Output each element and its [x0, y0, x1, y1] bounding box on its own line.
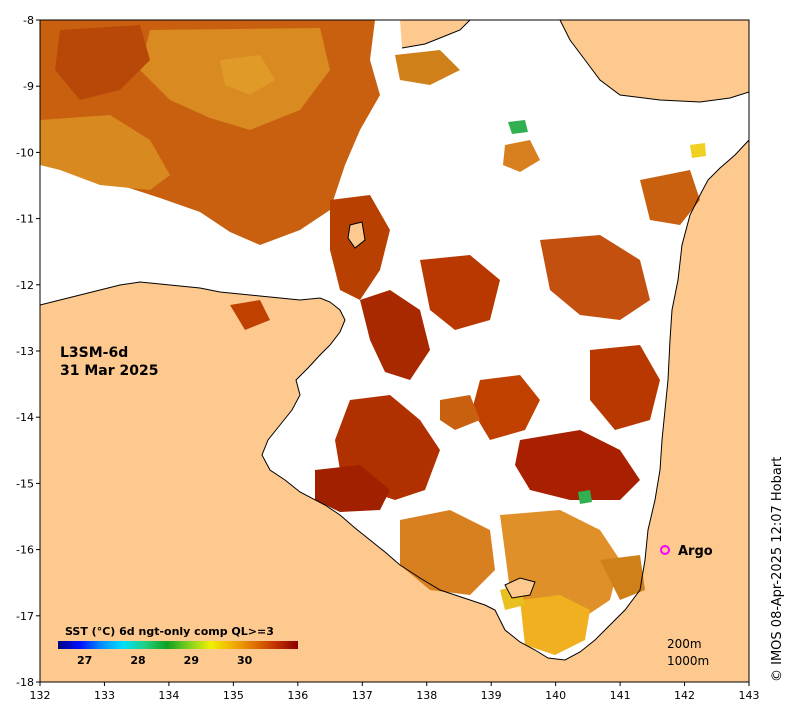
y-tick-label: -15 — [16, 477, 34, 490]
y-tick-label: -10 — [16, 146, 34, 159]
date-label: 31 Mar 2025 — [60, 363, 158, 379]
colorbar-tick-label: 28 — [130, 654, 145, 667]
y-tick-label: -8 — [23, 14, 34, 27]
x-tick-label: 137 — [352, 689, 373, 702]
coastline — [40, 20, 749, 661]
x-tick-label: 136 — [287, 689, 308, 702]
x-tick-label: 138 — [416, 689, 437, 702]
x-axis: 132 133 134 135 136 137 138 139 140 141 142 143 — [30, 682, 760, 702]
y-tick-label: -13 — [16, 345, 34, 358]
contour-1000m-label: 1000m — [667, 654, 709, 668]
argo-label: Argo — [678, 544, 713, 559]
island — [347, 221, 366, 249]
y-tick-label: -17 — [16, 610, 34, 623]
x-tick-label: 141 — [610, 689, 631, 702]
colorbar-tick-label: 29 — [184, 654, 199, 667]
contour-200m-label: 200m — [667, 637, 702, 651]
y-tick-label: -12 — [16, 279, 34, 292]
product-label: L3SM-6d — [60, 345, 128, 361]
credit-label: © IMOS 08-Apr-2025 12:07 Hobart — [770, 457, 785, 682]
x-tick-label: 140 — [545, 689, 566, 702]
y-tick-label: -9 — [23, 80, 34, 93]
argo-marker — [660, 545, 670, 555]
colorbar-title: SST (°C) 6d ngt-only comp QL>=3 — [65, 625, 274, 638]
x-tick-label: 133 — [94, 689, 115, 702]
map-area — [40, 20, 749, 682]
x-tick-label: 132 — [30, 689, 51, 702]
colorbar-bar — [58, 641, 298, 649]
x-tick-label: 139 — [481, 689, 502, 702]
y-tick-label: -18 — [16, 676, 34, 689]
colorbar-tick-label: 30 — [237, 654, 253, 667]
x-tick-label: 142 — [674, 689, 695, 702]
y-tick-label: -16 — [16, 544, 34, 557]
x-tick-label: 135 — [223, 689, 244, 702]
y-tick-label: -11 — [16, 213, 34, 226]
colorbar: SST (°C) 6d ngt-only comp QL>=3 27 28 29 30 — [58, 625, 298, 667]
colorbar-ticks: 27 28 29 30 — [77, 654, 253, 667]
island — [504, 577, 536, 599]
y-tick-label: -14 — [16, 411, 34, 424]
x-tick-label: 143 — [739, 689, 760, 702]
colorbar-tick-label: 27 — [77, 654, 92, 667]
x-tick-label: 134 — [158, 689, 179, 702]
sst-patches — [40, 20, 706, 655]
y-axis: -8 -9 -10 -11 -12 -13 -14 -15 -16 -17 -18 — [16, 14, 40, 689]
